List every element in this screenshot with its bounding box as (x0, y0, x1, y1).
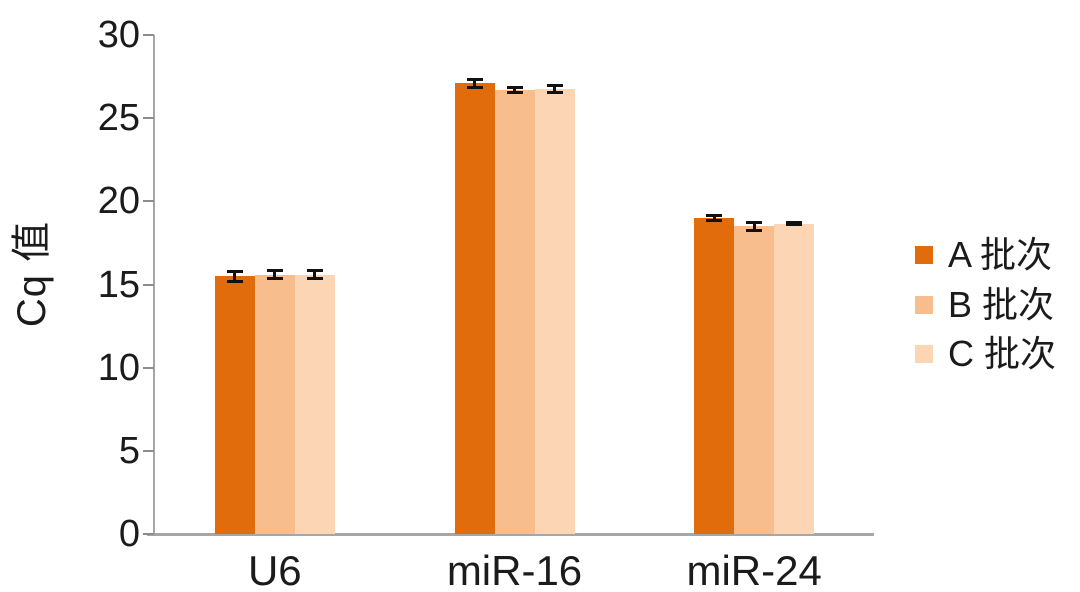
error-bar-line (712, 215, 716, 221)
bar-U6-B 批次 (254, 274, 295, 534)
legend-label: A 批次 (948, 234, 1053, 275)
x-category-label: miR-16 (446, 547, 583, 592)
y-tick-mark (143, 200, 154, 203)
error-bar-cap-top (266, 268, 283, 272)
error-bar-line (473, 79, 476, 88)
legend-label: C 批次 (948, 333, 1057, 374)
y-tick-mark (143, 34, 154, 36)
x-category-label: miR-24 (686, 547, 822, 592)
error-bar-cap-bottom (706, 218, 723, 222)
error-bar-cap-top (506, 85, 523, 89)
error-bar-cap-top (786, 221, 803, 225)
y-tick-label: 5 (118, 429, 140, 472)
error-bar-cap-top (746, 220, 763, 224)
legend-swatch (915, 246, 933, 264)
legend-swatch (915, 345, 933, 363)
bar-U6-A 批次 (214, 276, 255, 534)
bar-miR-24-A 批次 (694, 217, 735, 534)
error-bar-line (233, 271, 237, 282)
error-bar-line (752, 222, 756, 231)
y-tick-mark (143, 449, 154, 452)
bar-miR-16-B 批次 (494, 89, 535, 534)
x-axis-line (147, 533, 874, 536)
error-bar-cap-bottom (306, 277, 323, 281)
y-tick-label: 10 (97, 346, 140, 389)
error-bar-cap-top (306, 268, 323, 272)
y-tick-mark (143, 283, 154, 286)
bar-miR-16-C 批次 (534, 89, 575, 534)
y-tick-mark (143, 366, 154, 369)
error-bar-cap-top (466, 77, 483, 81)
y-tick-label: 20 (97, 180, 140, 223)
error-bar-cap-bottom (266, 277, 283, 281)
y-tick-label: 0 (118, 513, 140, 555)
error-bar-cap-bottom (506, 90, 523, 94)
error-bar-line (513, 87, 516, 93)
error-bar-cap-top (546, 84, 563, 88)
legend-swatch (915, 296, 933, 314)
legend-label: B 批次 (948, 284, 1055, 325)
y-tick-label: 15 (97, 263, 140, 306)
y-axis-line (153, 35, 155, 534)
y-tick-label: 25 (97, 97, 140, 140)
error-bar-cap-bottom (746, 228, 763, 232)
error-bar-cap-top (706, 213, 723, 217)
bar-miR-24-B 批次 (734, 226, 775, 534)
y-tick-mark (143, 117, 154, 120)
bar-miR-16-A 批次 (454, 83, 495, 534)
error-bar-line (313, 270, 317, 279)
bar-U6-C 批次 (294, 274, 335, 534)
x-category-label: U6 (247, 547, 302, 592)
error-bar-cap-bottom (786, 223, 803, 227)
error-bar-line (553, 85, 556, 93)
error-bar-cap-bottom (546, 90, 563, 94)
error-bar-cap-bottom (226, 279, 243, 283)
y-tick-mark (143, 533, 154, 535)
bar-miR-24-C 批次 (774, 223, 815, 534)
error-bar-cap-bottom (466, 85, 483, 89)
y-tick-label: 30 (97, 14, 140, 56)
error-bar-line (273, 270, 277, 279)
error-bar-cap-top (226, 269, 243, 273)
